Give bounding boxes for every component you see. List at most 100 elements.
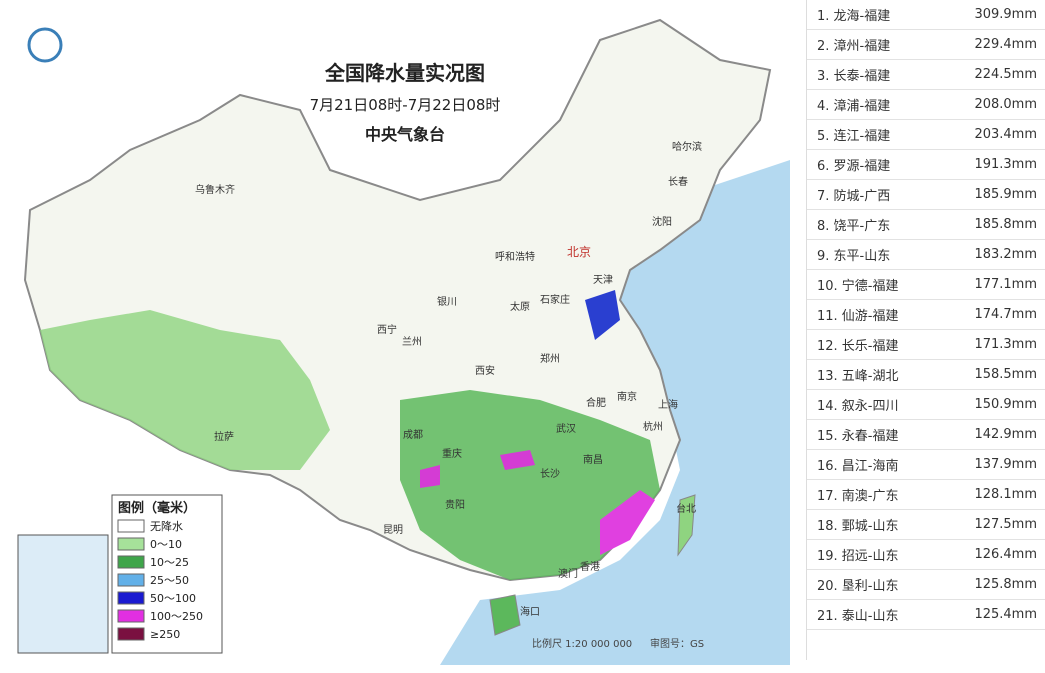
ranking-label: 13. 五峰-湖北 bbox=[817, 369, 899, 384]
ranking-row: 9. 东平-山东 183.2mm bbox=[807, 240, 1045, 270]
map-agency: 中央气象台 bbox=[365, 125, 445, 144]
ranking-value: 191.3mm bbox=[974, 157, 1037, 172]
city-label: 石家庄 bbox=[540, 293, 570, 306]
ranking-row: 20. 垦利-山东 125.8mm bbox=[807, 570, 1045, 600]
ranking-value: 127.5mm bbox=[974, 517, 1037, 532]
map-subtitle: 7月21日08时-7月22日08时 bbox=[310, 96, 501, 114]
city-label: 海口 bbox=[520, 605, 540, 618]
heavy-rain-fujian bbox=[600, 490, 655, 555]
ranking-row: 5. 连江-福建 203.4mm bbox=[807, 120, 1045, 150]
map-scale: 比例尺 1:20 000 000 bbox=[532, 637, 632, 650]
ranking-label: 10. 宁德-福建 bbox=[817, 279, 899, 294]
city-label: 哈尔滨 bbox=[672, 140, 702, 153]
rain-area-south bbox=[400, 390, 660, 580]
ranking-value: 185.9mm bbox=[974, 187, 1037, 202]
legend-label: 25～50 bbox=[150, 574, 189, 587]
ranking-label: 11. 仙游-福建 bbox=[817, 309, 899, 324]
legend-label: 100～250 bbox=[150, 610, 203, 623]
south-sea-inset bbox=[17, 534, 109, 654]
city-label: 台北 bbox=[676, 502, 696, 515]
city-label: 成都 bbox=[403, 429, 423, 441]
ranking-value: 185.8mm bbox=[974, 217, 1037, 232]
ranking-row: 8. 饶平-广东 185.8mm bbox=[807, 210, 1045, 240]
ranking-label: 21. 泰山-山东 bbox=[817, 609, 899, 624]
ranking-value: 171.3mm bbox=[974, 337, 1037, 352]
ranking-row: 6. 罗源-福建 191.3mm bbox=[807, 150, 1045, 180]
ranking-row: 1. 龙海-福建 309.9mm bbox=[807, 0, 1045, 30]
ranking-label: 7. 防城-广西 bbox=[817, 189, 891, 204]
ranking-row: 11. 仙游-福建 174.7mm bbox=[807, 300, 1045, 330]
legend-swatch bbox=[117, 519, 145, 533]
ranking-value: 142.9mm bbox=[974, 427, 1037, 442]
ranking-row: 3. 长泰-福建 224.5mm bbox=[807, 60, 1045, 90]
legend-title: 图例（毫米） bbox=[118, 500, 196, 516]
city-label: 杭州 bbox=[643, 420, 663, 433]
heavy-rain-chongqing bbox=[420, 465, 440, 488]
city-label: 天津 bbox=[593, 274, 613, 286]
city-label: 沈阳 bbox=[652, 215, 672, 228]
city-label: 贵阳 bbox=[445, 498, 465, 511]
rain-area-west bbox=[40, 310, 330, 470]
city-label: 郑州 bbox=[540, 352, 560, 365]
ranking-value: 229.4mm bbox=[974, 37, 1037, 52]
legend-swatch bbox=[117, 573, 145, 587]
city-label: 澳门 bbox=[558, 567, 578, 580]
ranking-row: 15. 永春-福建 142.9mm bbox=[807, 420, 1045, 450]
ranking-label: 4. 漳浦-福建 bbox=[817, 99, 891, 114]
ranking-label: 9. 东平-山东 bbox=[817, 249, 891, 264]
legend-items: 无降水 0～10 10～25 25～50 50～100 100～250 ≥250 bbox=[117, 519, 203, 641]
precipitation-map: 全国降水量实况图 7月21日08时-7月22日08时 中央气象台 图例（毫米） … bbox=[17, 18, 790, 665]
ranking-value: 208.0mm bbox=[974, 97, 1037, 112]
ranking-label: 16. 昌江-海南 bbox=[817, 459, 899, 474]
ranking-list: 1. 龙海-福建 309.9mm 2. 漳州-福建 229.4mm 3. 长泰-福建 22… bbox=[806, 0, 1045, 660]
ranking-label: 5. 连江-福建 bbox=[817, 129, 891, 144]
ranking-value: 158.5mm bbox=[974, 367, 1037, 382]
ranking-row: 7. 防城-广西 185.9mm bbox=[807, 180, 1045, 210]
ranking-value: 309.9mm bbox=[974, 7, 1037, 22]
logo bbox=[27, 27, 63, 63]
ranking-row: 13. 五峰-湖北 158.5mm bbox=[807, 360, 1045, 390]
city-label: 重庆 bbox=[442, 447, 462, 460]
legend-swatch bbox=[117, 555, 145, 569]
legend-label: ≥250 bbox=[150, 628, 180, 641]
ranking-label: 3. 长泰-福建 bbox=[817, 69, 891, 84]
city-label: 上海 bbox=[658, 398, 678, 411]
city-label: 太原 bbox=[510, 300, 530, 313]
ranking-label: 1. 龙海-福建 bbox=[817, 9, 891, 24]
ranking-label: 2. 漳州-福建 bbox=[817, 39, 891, 54]
ranking-row: 12. 长乐-福建 171.3mm bbox=[807, 330, 1045, 360]
ranking-row: 4. 漳浦-福建 208.0mm bbox=[807, 90, 1045, 120]
ranking-row: 10. 宁德-福建 177.1mm bbox=[807, 270, 1045, 300]
hainan bbox=[489, 594, 521, 636]
ranking-value: 137.9mm bbox=[974, 457, 1037, 472]
ranking-label: 6. 罗源-福建 bbox=[817, 159, 891, 174]
city-label: 兰州 bbox=[402, 335, 422, 348]
ranking-row: 21. 泰山-山东 125.4mm bbox=[807, 600, 1045, 630]
ranking-row: 17. 南澳-广东 128.1mm bbox=[807, 480, 1045, 510]
ranking-row: 19. 招远-山东 126.4mm bbox=[807, 540, 1045, 570]
city-label: 乌鲁木齐 bbox=[195, 183, 235, 196]
ranking-row: 2. 漳州-福建 229.4mm bbox=[807, 30, 1045, 60]
legend-swatch bbox=[117, 627, 145, 641]
ranking-label: 8. 饶平-广东 bbox=[817, 219, 891, 234]
ranking-value: 174.7mm bbox=[974, 307, 1037, 322]
ranking-value: 150.9mm bbox=[974, 397, 1037, 412]
ranking-row: 14. 叙永-四川 150.9mm bbox=[807, 390, 1045, 420]
city-label: 合肥 bbox=[586, 396, 606, 409]
legend-label: 无降水 bbox=[150, 519, 183, 533]
city-label: 南京 bbox=[617, 390, 637, 403]
ranking-row: 16. 昌江-海南 137.9mm bbox=[807, 450, 1045, 480]
ranking-value: 125.4mm bbox=[974, 607, 1037, 622]
ranking-label: 17. 南澳-广东 bbox=[817, 489, 899, 504]
ranking-value: 125.8mm bbox=[974, 577, 1037, 592]
ranking-label: 19. 招远-山东 bbox=[817, 549, 899, 564]
legend-label: 0～10 bbox=[150, 538, 182, 551]
ranking-row: 18. 鄄城-山东 127.5mm bbox=[807, 510, 1045, 540]
legend-swatch bbox=[117, 591, 145, 605]
city-label: 武汉 bbox=[556, 422, 576, 435]
ranking-label: 14. 叙永-四川 bbox=[817, 399, 899, 414]
city-label: 香港 bbox=[580, 561, 600, 573]
heavy-rain-hubei bbox=[500, 450, 535, 470]
